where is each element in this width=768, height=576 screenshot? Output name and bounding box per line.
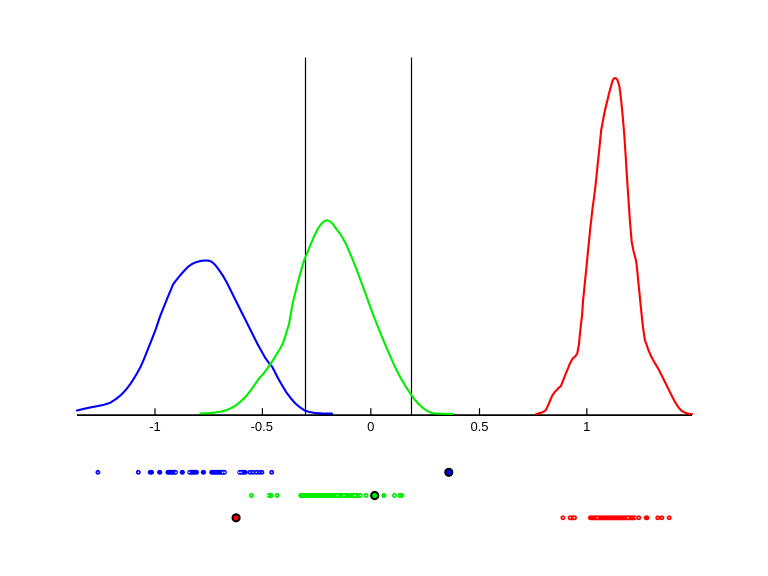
svg-text:0: 0: [367, 419, 374, 434]
svg-text:0.5: 0.5: [470, 419, 488, 434]
svg-text:-1: -1: [149, 419, 161, 434]
svg-text:-0.5: -0.5: [251, 419, 273, 434]
svg-text:1: 1: [583, 419, 590, 434]
